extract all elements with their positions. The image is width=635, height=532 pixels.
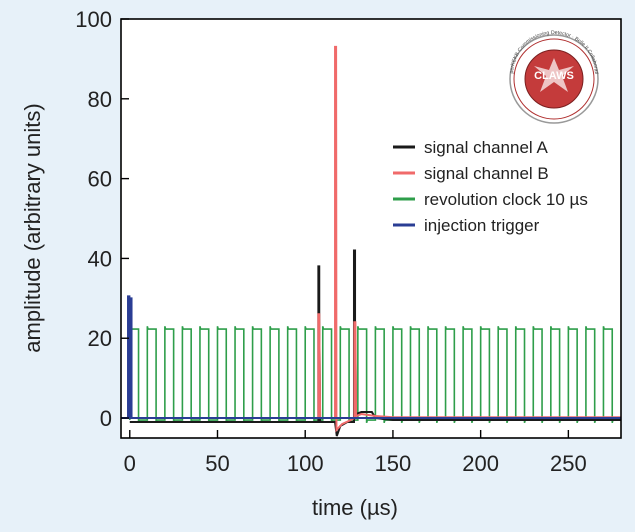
y-tick-label: 40 [88,246,112,271]
y-axis-label: amplitude (arbitrary units) [20,103,45,352]
x-axis-label: time (µs) [312,495,398,520]
y-tick-label: 0 [100,406,112,431]
claws-emblem-icon [534,58,574,92]
x-tick-label: 50 [205,451,229,476]
series-line-signal-channel-b [129,45,621,433]
legend: signal channel A signal channel B revoluti… [393,138,588,235]
legend-entry: signal channel B [424,164,549,183]
y-tick-label: 80 [88,87,112,112]
x-tick-label: 200 [462,451,499,476]
series-line-injection-trigger [121,295,621,420]
y-tick-label: 100 [75,7,112,32]
x-tick-label: 100 [287,451,324,476]
y-axis-ticks: 0 20 40 60 80 100 [75,7,129,431]
plot-frame [120,18,622,439]
legend-entry: injection trigger [424,216,540,235]
x-axis-ticks: 0 50 100 150 200 250 [124,430,587,476]
logo-name: CLAWS [534,70,574,82]
x-tick-label: 150 [375,451,412,476]
legend-entry: signal channel A [424,138,548,157]
legend-entry: revolution clock 10 µs [424,190,588,209]
series-group [121,45,621,437]
y-tick-label: 20 [88,326,112,351]
x-tick-label: 250 [550,451,587,476]
y-tick-label: 60 [88,167,112,192]
x-tick-label: 0 [124,451,136,476]
